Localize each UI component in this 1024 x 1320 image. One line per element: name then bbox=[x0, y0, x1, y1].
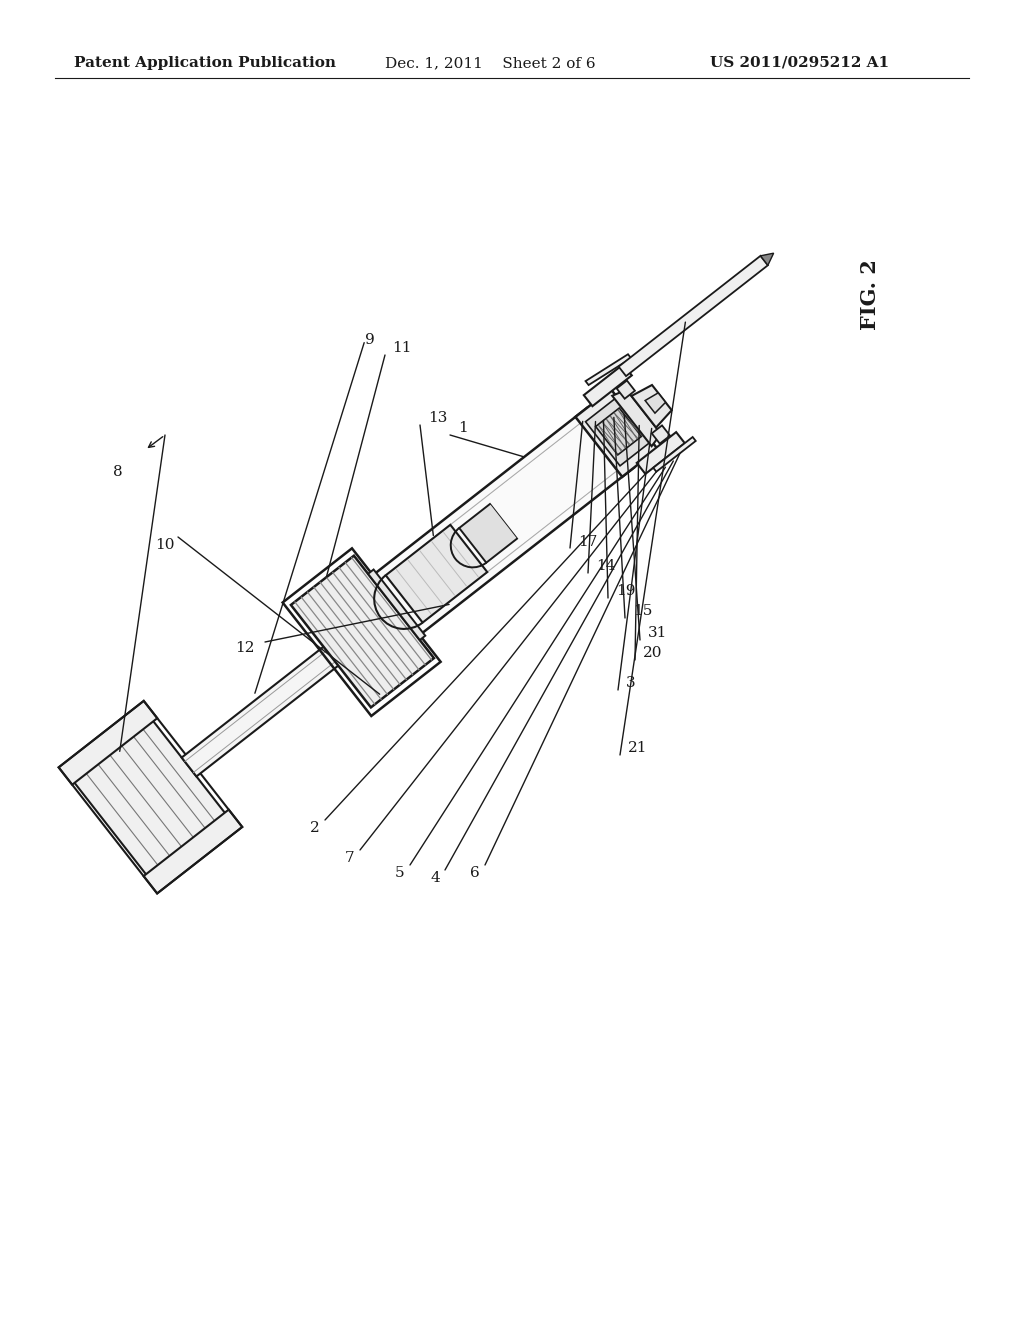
Text: 4: 4 bbox=[430, 871, 440, 884]
Polygon shape bbox=[632, 385, 672, 428]
Text: 9: 9 bbox=[365, 333, 375, 347]
Polygon shape bbox=[616, 380, 635, 399]
Polygon shape bbox=[586, 399, 650, 466]
Text: 7: 7 bbox=[345, 851, 354, 865]
Polygon shape bbox=[143, 809, 243, 894]
Polygon shape bbox=[596, 408, 641, 455]
Text: 8: 8 bbox=[114, 465, 123, 479]
Polygon shape bbox=[74, 719, 226, 876]
Polygon shape bbox=[459, 503, 518, 562]
Text: Patent Application Publication: Patent Application Publication bbox=[74, 55, 336, 70]
Polygon shape bbox=[653, 437, 695, 471]
Polygon shape bbox=[368, 569, 425, 640]
Polygon shape bbox=[181, 638, 350, 776]
Text: 11: 11 bbox=[392, 341, 412, 355]
Text: 3: 3 bbox=[626, 676, 636, 690]
Text: 31: 31 bbox=[648, 626, 668, 640]
Polygon shape bbox=[761, 253, 774, 265]
Text: US 2011/0295212 A1: US 2011/0295212 A1 bbox=[711, 55, 890, 70]
Polygon shape bbox=[386, 525, 487, 623]
Polygon shape bbox=[319, 408, 634, 677]
Text: 13: 13 bbox=[428, 411, 447, 425]
Polygon shape bbox=[58, 701, 158, 784]
Polygon shape bbox=[291, 556, 434, 708]
Text: 1: 1 bbox=[458, 421, 468, 436]
Text: 15: 15 bbox=[633, 605, 652, 618]
Text: 17: 17 bbox=[578, 535, 597, 549]
Text: 20: 20 bbox=[643, 645, 663, 660]
Text: 12: 12 bbox=[236, 642, 255, 655]
Polygon shape bbox=[651, 425, 670, 444]
Text: 10: 10 bbox=[156, 539, 175, 552]
Polygon shape bbox=[575, 389, 657, 477]
Text: 2: 2 bbox=[310, 821, 319, 836]
Polygon shape bbox=[618, 256, 768, 376]
Text: FIG. 2: FIG. 2 bbox=[860, 260, 880, 330]
Polygon shape bbox=[586, 354, 631, 385]
Text: 19: 19 bbox=[616, 583, 636, 598]
Text: 21: 21 bbox=[628, 741, 647, 755]
Text: 6: 6 bbox=[470, 866, 480, 880]
Text: 5: 5 bbox=[395, 866, 404, 880]
Polygon shape bbox=[637, 432, 685, 474]
Polygon shape bbox=[645, 393, 666, 413]
Text: Dec. 1, 2011    Sheet 2 of 6: Dec. 1, 2011 Sheet 2 of 6 bbox=[385, 55, 595, 70]
Polygon shape bbox=[612, 389, 660, 446]
Polygon shape bbox=[486, 424, 616, 544]
Text: 14: 14 bbox=[596, 558, 615, 573]
Polygon shape bbox=[584, 364, 632, 407]
